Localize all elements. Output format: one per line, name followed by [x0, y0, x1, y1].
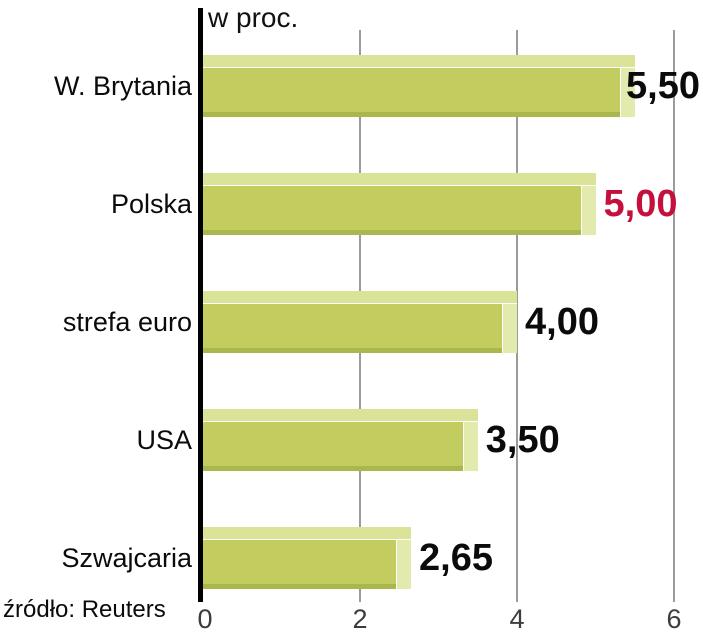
bar-top-bevel [203, 55, 635, 68]
bar-end-cap [462, 409, 478, 471]
bar-end-cap [580, 173, 596, 235]
bar-bottom-shade [203, 348, 517, 353]
bar [203, 173, 596, 235]
bar-bottom-shade [203, 584, 412, 589]
x-tick-label: 2 [352, 604, 368, 634]
category-label: W. Brytania [53, 71, 192, 101]
y-axis-line [198, 8, 203, 602]
bar-bottom-shade [203, 230, 596, 235]
bar [203, 527, 412, 589]
bar-bottom-shade [203, 112, 635, 117]
gridline [516, 30, 518, 602]
x-tick-label: 0 [197, 604, 213, 634]
category-label: USA [136, 425, 192, 455]
value-label: 3,50 [485, 419, 560, 461]
category-label: Szwajcaria [61, 543, 192, 573]
bar [203, 291, 517, 353]
bar-end-cap [502, 291, 517, 353]
chart-title: w proc. [208, 2, 299, 33]
value-label: 2,65 [419, 537, 493, 579]
bar-end-cap [396, 527, 412, 589]
bar-bottom-shade [203, 466, 478, 471]
bar-top-bevel [203, 173, 596, 186]
value-label: 5,50 [626, 65, 700, 107]
bar-top-bevel [203, 527, 412, 540]
category-label: Polska [110, 189, 192, 219]
bar-top-bevel [203, 291, 517, 304]
bar-end-cap [619, 55, 635, 117]
gridline [673, 30, 675, 602]
source-label: źródło: Reuters [3, 596, 166, 623]
bar [203, 55, 635, 117]
category-label: strefa euro [62, 307, 192, 337]
bar [203, 409, 478, 471]
x-tick-label: 6 [666, 604, 682, 634]
x-tick-label: 4 [509, 604, 525, 634]
bar-top-bevel [203, 409, 478, 422]
value-label: 5,00 [603, 183, 678, 225]
value-label: 4,00 [525, 301, 599, 343]
